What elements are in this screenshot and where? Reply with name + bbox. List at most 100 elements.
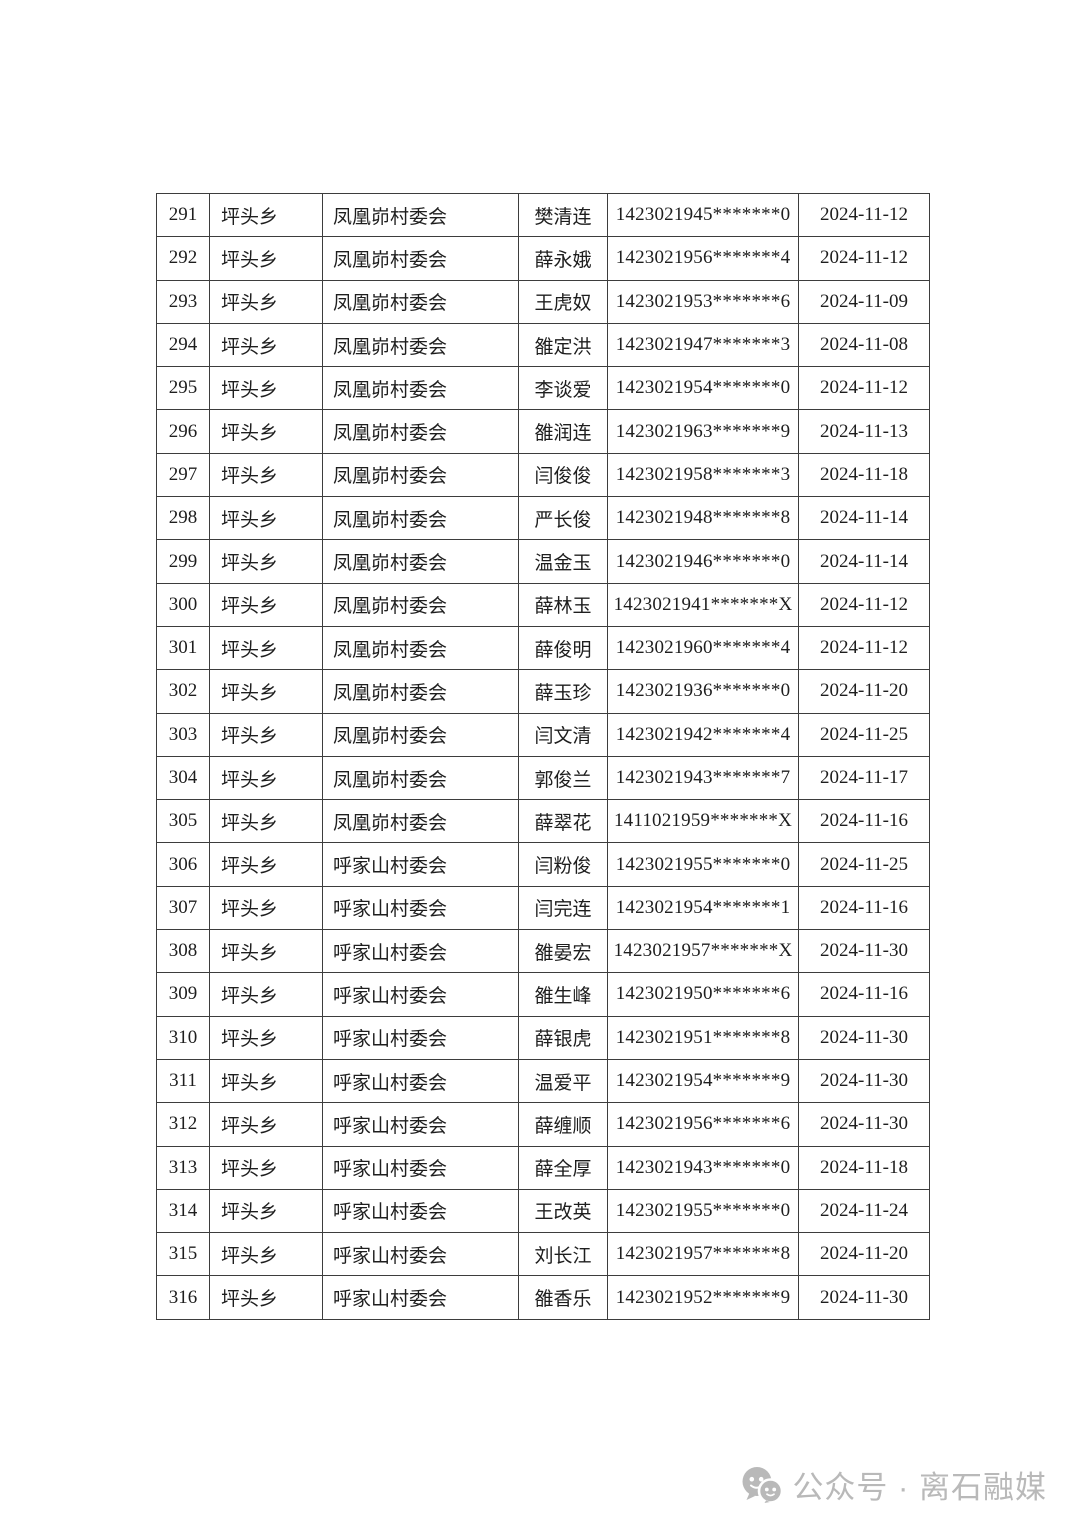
cell-id-number: 1423021947*******3 [607, 322, 799, 368]
cell-person-name: 薛缠顺 [518, 1102, 608, 1147]
cell-id-number: 1423021943*******7 [607, 755, 799, 801]
cell-person-name: 薛银虎 [518, 1015, 608, 1060]
cell-township: 坪头乡 [209, 1145, 323, 1190]
cell-village-committee: 呼家山村委会 [322, 1015, 519, 1060]
cell-date: 2024-11-18 [798, 1145, 930, 1190]
cell-id-number: 1423021957*******X [607, 929, 799, 974]
cell-person-name: 薛林玉 [518, 582, 608, 627]
cell-id-number: 1423021954*******1 [607, 885, 799, 931]
cell-index: 302 [156, 669, 210, 714]
cell-township: 坪头乡 [209, 799, 323, 844]
cell-id-number: 1423021954*******0 [607, 366, 799, 411]
cell-id-number: 1423021958*******3 [607, 452, 799, 498]
cell-id-number: 1423021956*******4 [607, 236, 799, 281]
cell-person-name: 雒香乐 [518, 1275, 608, 1320]
cell-index: 311 [156, 1058, 210, 1104]
wechat-official-account-icon [742, 1466, 783, 1503]
cell-village-committee: 凤凰峁村委会 [322, 236, 519, 281]
table-row: 309 坪头乡 呼家山村委会 雒生峰 1423021950*******6 2024-11… [156, 972, 930, 1017]
cell-township: 坪头乡 [209, 1015, 323, 1060]
cell-person-name: 李谈爱 [518, 366, 608, 411]
cell-index: 293 [156, 279, 210, 324]
cell-township: 坪头乡 [209, 1058, 323, 1104]
cell-township: 坪头乡 [209, 236, 323, 281]
cell-person-name: 闫俊俊 [518, 452, 608, 498]
table-row: 299 坪头乡 凤凰峁村委会 温金玉 1423021946*******0 2024-11… [156, 539, 930, 584]
cell-date: 2024-11-08 [798, 322, 930, 368]
cell-person-name: 雒定洪 [518, 322, 608, 368]
cell-person-name: 薛玉珍 [518, 669, 608, 714]
table-row: 291 坪头乡 凤凰峁村委会 樊清连 1423021945*******0 2024-11… [156, 192, 930, 238]
cell-id-number: 1423021951*******8 [607, 1015, 799, 1060]
cell-id-number: 1423021943*******0 [607, 1145, 799, 1190]
cell-township: 坪头乡 [209, 582, 323, 627]
cell-id-number: 1423021952*******9 [607, 1275, 799, 1320]
table-row: 312 坪头乡 呼家山村委会 薛缠顺 1423021956*******6 2024-11… [156, 1102, 930, 1147]
table-row: 304 坪头乡 凤凰峁村委会 郭俊兰 1423021943*******7 2024-11… [156, 755, 930, 801]
cell-person-name: 薛俊明 [518, 625, 608, 671]
cell-date: 2024-11-12 [798, 366, 930, 411]
cell-date: 2024-11-16 [798, 799, 930, 844]
table-row: 300 坪头乡 凤凰峁村委会 薛林玉 1423021941*******X 2024-11… [156, 582, 930, 627]
cell-id-number: 1423021957*******8 [607, 1232, 799, 1277]
cell-township: 坪头乡 [209, 409, 323, 454]
cell-id-number: 1411021959*******X [607, 799, 799, 844]
table-row: 315 坪头乡 呼家山村委会 刘长江 1423021957*******8 2024-11… [156, 1232, 930, 1277]
cell-id-number: 1423021955*******0 [607, 842, 799, 887]
table-row: 316 坪头乡 呼家山村委会 雒香乐 1423021952*******9 2024-11… [156, 1275, 930, 1320]
cell-township: 坪头乡 [209, 452, 323, 498]
cell-index: 300 [156, 582, 210, 627]
cell-village-committee: 凤凰峁村委会 [322, 409, 519, 454]
cell-township: 坪头乡 [209, 496, 323, 541]
footer-account-label: 公众号 · 离石融媒 [792, 1469, 1047, 1505]
cell-index: 304 [156, 755, 210, 801]
cell-date: 2024-11-09 [798, 279, 930, 324]
cell-village-committee: 呼家山村委会 [322, 842, 519, 887]
cell-index: 310 [156, 1015, 210, 1060]
table-row: 294 坪头乡 凤凰峁村委会 雒定洪 1423021947*******3 2024-11… [156, 322, 930, 368]
cell-index: 297 [156, 452, 210, 498]
cell-index: 301 [156, 625, 210, 671]
cell-id-number: 1423021941*******X [607, 582, 799, 627]
table-row: 305 坪头乡 凤凰峁村委会 薛翠花 1411021959*******X 2024-11… [156, 799, 930, 844]
cell-person-name: 闫完连 [518, 885, 608, 931]
cell-date: 2024-11-30 [798, 1275, 930, 1320]
cell-township: 坪头乡 [209, 712, 323, 757]
cell-index: 313 [156, 1145, 210, 1190]
cell-person-name: 郭俊兰 [518, 755, 608, 801]
cell-township: 坪头乡 [209, 1232, 323, 1277]
cell-village-committee: 呼家山村委会 [322, 1232, 519, 1277]
cell-village-committee: 凤凰峁村委会 [322, 279, 519, 324]
cell-person-name: 薛永娥 [518, 236, 608, 281]
cell-township: 坪头乡 [209, 885, 323, 931]
table-row: 307 坪头乡 呼家山村委会 闫完连 1423021954*******1 2024-11… [156, 885, 930, 931]
cell-township: 坪头乡 [209, 972, 323, 1017]
cell-township: 坪头乡 [209, 755, 323, 801]
cell-village-committee: 呼家山村委会 [322, 1188, 519, 1234]
cell-index: 308 [156, 929, 210, 974]
cell-date: 2024-11-24 [798, 1188, 930, 1234]
cell-date: 2024-11-16 [798, 972, 930, 1017]
cell-index: 299 [156, 539, 210, 584]
cell-index: 292 [156, 236, 210, 281]
cell-id-number: 1423021936*******0 [607, 669, 799, 714]
cell-person-name: 雒晏宏 [518, 929, 608, 974]
cell-village-committee: 凤凰峁村委会 [322, 496, 519, 541]
cell-person-name: 薛全厚 [518, 1145, 608, 1190]
cell-village-committee: 凤凰峁村委会 [322, 582, 519, 627]
cell-id-number: 1423021960*******4 [607, 625, 799, 671]
cell-person-name: 薛翠花 [518, 799, 608, 844]
cell-village-committee: 呼家山村委会 [322, 972, 519, 1017]
cell-id-number: 1423021950*******6 [607, 972, 799, 1017]
table-row: 310 坪头乡 呼家山村委会 薛银虎 1423021951*******8 2024-11… [156, 1015, 930, 1060]
cell-index: 316 [156, 1275, 210, 1320]
cell-village-committee: 凤凰峁村委会 [322, 539, 519, 584]
table-row: 293 坪头乡 凤凰峁村委会 王虎奴 1423021953*******6 2024-11… [156, 279, 930, 324]
cell-township: 坪头乡 [209, 669, 323, 714]
cell-village-committee: 凤凰峁村委会 [322, 366, 519, 411]
cell-index: 291 [156, 192, 210, 238]
cell-township: 坪头乡 [209, 1188, 323, 1234]
cell-person-name: 闫文清 [518, 712, 608, 757]
cell-date: 2024-11-14 [798, 539, 930, 584]
cell-index: 298 [156, 496, 210, 541]
